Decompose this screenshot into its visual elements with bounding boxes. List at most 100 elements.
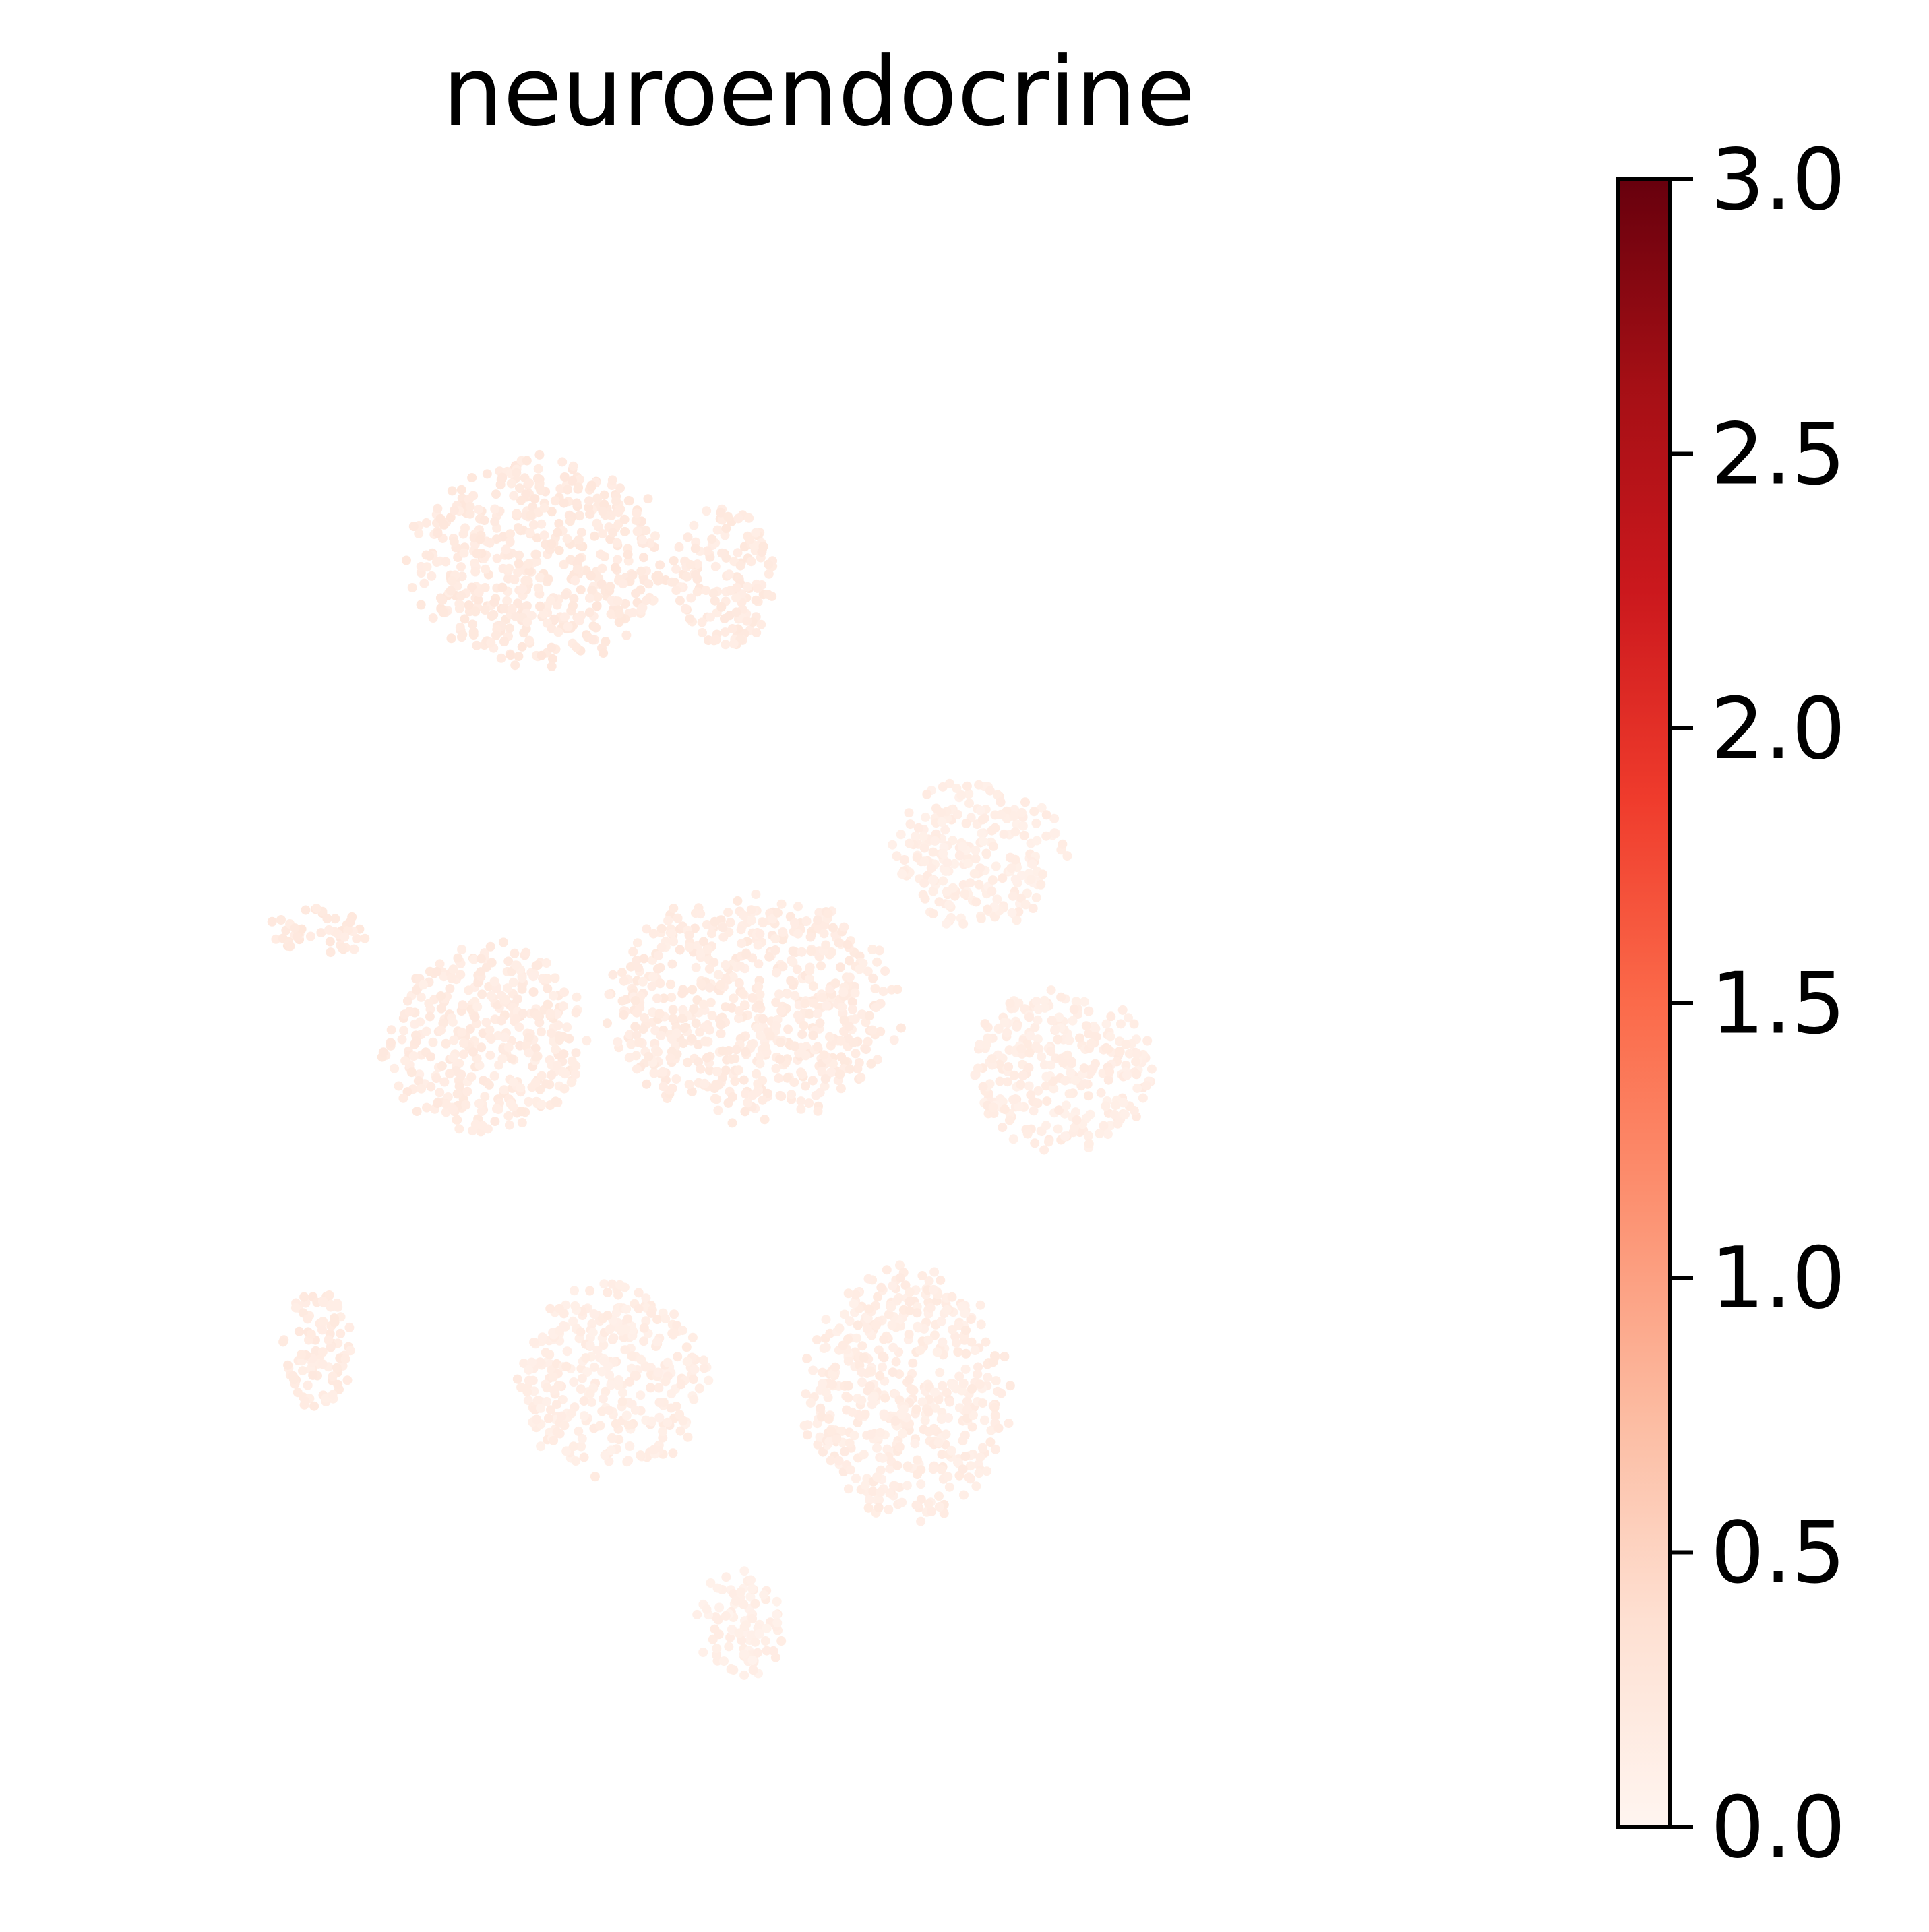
scatter-point bbox=[524, 478, 534, 488]
scatter-point bbox=[468, 1126, 477, 1136]
scatter-point bbox=[724, 1642, 734, 1652]
scatter-point bbox=[1053, 1124, 1063, 1134]
scatter-point bbox=[533, 464, 543, 474]
scatter-point bbox=[801, 1389, 811, 1399]
scatter-point bbox=[1132, 1049, 1142, 1059]
scatter-point bbox=[416, 992, 426, 1002]
scatter-point bbox=[505, 537, 515, 547]
scatter-point bbox=[490, 516, 500, 526]
scatter-point bbox=[490, 504, 500, 514]
scatter-point bbox=[360, 933, 370, 943]
scatter-point bbox=[524, 1032, 534, 1042]
scatter-point bbox=[928, 875, 938, 885]
scatter-point bbox=[1026, 1090, 1036, 1100]
scatter-point bbox=[696, 909, 706, 919]
scatter-point bbox=[1106, 1011, 1116, 1022]
scatter-point bbox=[1000, 1352, 1010, 1362]
scatter-point bbox=[636, 1390, 646, 1400]
scatter-point bbox=[289, 1375, 299, 1385]
scatter-point bbox=[816, 961, 826, 971]
scatter-point bbox=[724, 569, 734, 580]
scatter-point bbox=[542, 1383, 552, 1393]
scatter-point bbox=[1105, 1032, 1115, 1042]
scatter-point bbox=[888, 1367, 898, 1377]
scatter-point bbox=[1120, 1109, 1130, 1119]
scatter-point bbox=[496, 1016, 506, 1026]
scatter-point bbox=[943, 1472, 953, 1482]
scatter-point bbox=[937, 817, 947, 827]
scatter-point bbox=[734, 1014, 743, 1024]
scatter-point bbox=[933, 1437, 944, 1447]
scatter-point bbox=[503, 1111, 514, 1121]
scatter-point bbox=[466, 1072, 477, 1082]
scatter-point bbox=[1121, 1039, 1131, 1049]
scatter-point bbox=[776, 899, 787, 909]
scatter-point bbox=[470, 1012, 480, 1022]
scatter-point bbox=[1044, 1137, 1053, 1147]
scatter-point bbox=[978, 1082, 988, 1092]
scatter-point bbox=[822, 1001, 832, 1011]
scatter-point bbox=[1008, 1134, 1018, 1144]
scatter-point bbox=[1070, 1076, 1080, 1086]
scatter-point bbox=[1060, 1076, 1070, 1086]
scatter-point bbox=[734, 978, 744, 988]
scatter-point bbox=[613, 507, 623, 518]
scatter-point bbox=[921, 812, 931, 822]
scatter-point bbox=[776, 1636, 787, 1646]
scatter-point bbox=[969, 869, 979, 879]
scatter-point bbox=[876, 1427, 885, 1437]
scatter-point bbox=[514, 652, 524, 661]
scatter-point bbox=[721, 524, 731, 534]
scatter-point bbox=[913, 1321, 923, 1332]
scatter-point bbox=[630, 1022, 640, 1032]
scatter-point bbox=[885, 1464, 895, 1474]
scatter-point bbox=[739, 1621, 749, 1631]
scatter-point bbox=[986, 1425, 996, 1435]
scatter-point bbox=[271, 934, 281, 944]
scatter-point bbox=[1018, 1071, 1028, 1081]
scatter-point bbox=[596, 579, 607, 589]
scatter-point bbox=[1046, 1047, 1056, 1057]
scatter-point bbox=[971, 897, 981, 907]
scatter-point bbox=[501, 995, 511, 1005]
scatter-point bbox=[528, 520, 539, 530]
scatter-point bbox=[630, 1405, 640, 1415]
scatter-point bbox=[982, 1466, 992, 1476]
scatter-point bbox=[837, 1002, 847, 1012]
scatter-point bbox=[667, 993, 677, 1003]
scatter-point bbox=[570, 575, 580, 586]
scatter-point bbox=[971, 846, 981, 855]
scatter-point bbox=[952, 1338, 962, 1348]
scatter-point bbox=[641, 526, 651, 536]
scatter-point bbox=[535, 1084, 545, 1094]
scatter-point bbox=[710, 561, 721, 571]
scatter-point bbox=[916, 1479, 926, 1489]
scatter-point bbox=[854, 1058, 864, 1067]
scatter-point bbox=[719, 1656, 729, 1666]
scatter-point bbox=[591, 623, 601, 633]
scatter-point bbox=[1004, 1062, 1014, 1072]
scatter-point bbox=[980, 1019, 990, 1029]
scatter-point bbox=[1060, 1131, 1070, 1142]
scatter-point bbox=[983, 1033, 993, 1043]
scatter-point bbox=[853, 1320, 863, 1330]
scatter-point bbox=[611, 1419, 621, 1429]
scatter-point bbox=[692, 1609, 702, 1619]
scatter-point bbox=[521, 489, 531, 499]
scatter-point bbox=[470, 606, 481, 617]
scatter-point bbox=[926, 1507, 936, 1516]
scatter-point bbox=[621, 1410, 632, 1421]
scatter-point bbox=[605, 1324, 615, 1334]
scatter-point bbox=[299, 1400, 309, 1410]
scatter-point bbox=[897, 869, 907, 879]
scatter-point bbox=[819, 929, 829, 939]
scatter-point bbox=[910, 1439, 920, 1449]
scatter-point bbox=[547, 661, 557, 671]
scatter-point bbox=[679, 987, 690, 996]
scatter-point bbox=[919, 856, 929, 867]
scatter-point bbox=[960, 889, 970, 899]
scatter-point bbox=[706, 1578, 716, 1588]
scatter-point bbox=[705, 612, 715, 622]
scatter-point bbox=[691, 1018, 701, 1028]
scatter-point bbox=[793, 1010, 803, 1020]
